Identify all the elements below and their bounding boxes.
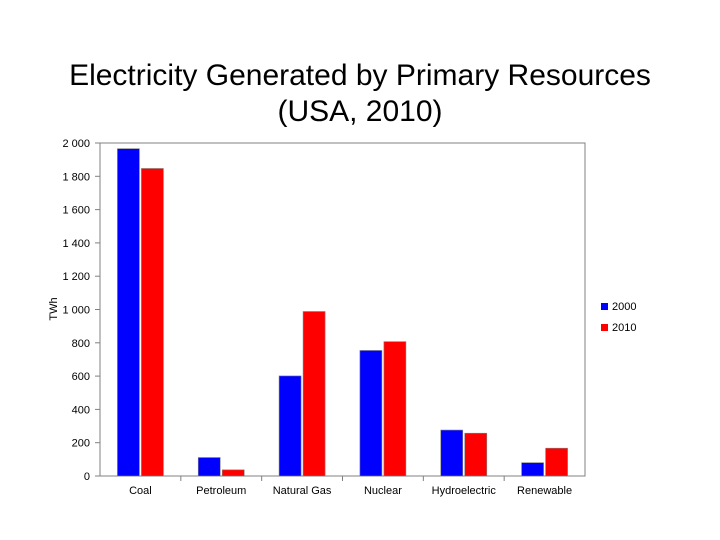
bars [117,148,568,477]
x-axis-labels: Coal Petroleum Natural Gas Nuclear Hydroelec… [129,476,572,497]
legend-label-2010: 2010 [612,322,636,334]
legend-swatch-2010 [601,324,608,331]
plot-area [99,142,586,477]
bar-nuclear-2010 [383,341,407,477]
bar-coal-2010 [141,168,164,477]
bar-nuclear-2000 [359,350,383,477]
bar-renewable-2000 [521,462,544,477]
chart-title: Electricity Generated by Primary Resourc… [69,59,651,128]
bar-natural-gas-2010 [302,311,326,477]
bar-petroleum-2010 [221,469,245,477]
y-tick-label: 2 000 [62,138,90,150]
y-tick-label: 1 000 [62,305,90,317]
x-tick-label: Nuclear [364,485,402,497]
x-tick-label: Renewable [517,485,572,497]
y-tick-label: 600 [72,371,90,383]
bar-coal-2000 [117,148,140,477]
x-tick-label: Natural Gas [273,485,332,497]
legend-swatch-2000 [601,303,608,310]
x-tick-label: Hydroelectric [432,485,497,497]
x-tick-label: Coal [129,485,152,497]
bar-hydroelectric-2010 [464,432,488,477]
y-tick-label: 1 400 [62,238,90,250]
y-tick-label: 400 [72,404,90,416]
bar-hydroelectric-2000 [440,429,464,477]
x-tick-label: Petroleum [196,485,246,497]
legend: 2000 2010 [601,301,636,334]
plot-frame [99,142,586,477]
bar-petroleum-2000 [197,457,221,477]
y-tick-label: 1 200 [62,271,90,283]
y-tick-label: 1 800 [62,171,90,183]
y-tick-label: 800 [72,338,90,350]
y-axis-title: TWh [48,297,60,320]
y-tick-label: 1 600 [62,205,90,217]
legend-label-2000: 2000 [612,301,636,313]
bar-natural-gas-2000 [278,375,302,477]
y-tick-label: 0 [84,471,90,483]
y-axis-ticks: 0 200 400 600 800 1 000 1 200 1 400 1 600 1 800 2 … [62,138,100,483]
bar-renewable-2010 [545,447,568,477]
y-tick-label: 200 [72,438,90,450]
